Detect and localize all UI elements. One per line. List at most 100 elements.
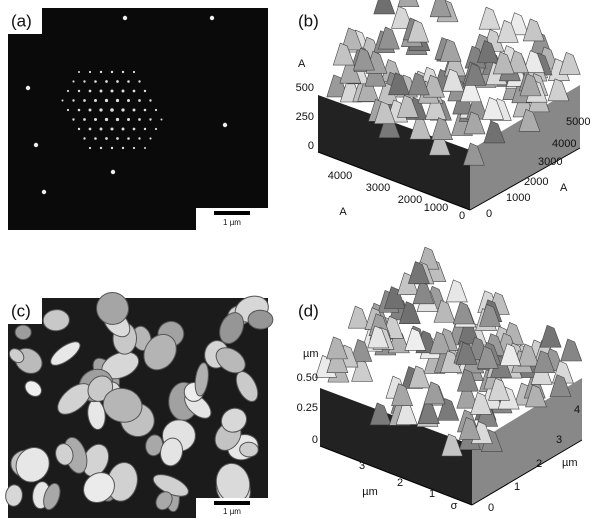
spot: [105, 118, 108, 121]
spot: [127, 118, 130, 121]
spot: [83, 99, 86, 102]
spot: [89, 128, 92, 131]
spot: [122, 90, 125, 93]
image-a: [8, 8, 268, 230]
spot: [34, 143, 38, 147]
z-unit: µm: [303, 348, 319, 360]
spot: [105, 137, 108, 140]
spot: [105, 99, 108, 102]
spot: [100, 71, 102, 73]
spot: [89, 109, 92, 112]
x-tick-label: 3: [359, 460, 365, 472]
y-unit: A: [560, 182, 568, 194]
spot: [83, 137, 85, 139]
spot: [61, 99, 63, 101]
z-tick-label: 500: [296, 82, 314, 94]
spot: [100, 128, 103, 131]
x-tick-label: 1000: [424, 202, 448, 214]
spot: [89, 71, 91, 73]
spot: [89, 90, 92, 93]
z-tick-label: 0: [308, 140, 314, 152]
spot: [89, 147, 91, 149]
grain: [239, 442, 258, 457]
spot: [138, 99, 141, 102]
x-tick-label: 1: [429, 488, 435, 500]
y-tick-label: 3000: [538, 156, 562, 168]
y-tick-label: 2000: [524, 176, 548, 188]
spot: [111, 170, 115, 174]
spot: [127, 99, 130, 102]
spot: [83, 80, 85, 82]
y-unit: µm: [562, 457, 578, 469]
spot: [149, 118, 151, 120]
scale-label: 1 µm: [223, 218, 241, 227]
y-tick-label: 0: [488, 502, 494, 514]
spot: [138, 118, 141, 121]
spot: [111, 147, 113, 149]
spot: [160, 118, 162, 120]
spot: [94, 118, 97, 121]
spot: [144, 128, 146, 130]
spot: [138, 80, 140, 82]
spot: [72, 99, 74, 101]
spot: [133, 128, 136, 131]
x-tick-label: 4000: [328, 170, 352, 182]
spot: [72, 80, 74, 82]
y-tick-label: 1000: [506, 192, 530, 204]
spot: [100, 90, 103, 93]
spot: [149, 99, 151, 101]
peak: [398, 0, 419, 7]
spot: [78, 109, 81, 112]
spot: [155, 109, 157, 111]
panel-c: (c) 1 µm: [5, 286, 273, 518]
y-tick-label: 3: [556, 434, 562, 446]
spot: [94, 80, 97, 83]
spot: [116, 80, 119, 83]
spot: [122, 71, 124, 73]
spot: [223, 123, 227, 127]
scale-bar: [214, 501, 250, 505]
panel-label: (a): [11, 11, 32, 30]
spot: [116, 137, 119, 140]
spot: [105, 80, 108, 83]
spot: [133, 147, 135, 149]
spot: [210, 16, 214, 20]
spot: [111, 71, 113, 73]
spot: [67, 90, 69, 92]
panel-label: (c): [11, 301, 31, 320]
spot: [116, 99, 119, 102]
z-tick-label: 250: [296, 111, 314, 123]
spot: [83, 118, 86, 121]
y-tick-label: 2: [536, 458, 542, 470]
spot: [116, 118, 119, 121]
spot: [100, 147, 102, 149]
x-unit: µm: [362, 486, 378, 498]
spot: [110, 89, 113, 92]
spot: [149, 137, 151, 139]
spot: [110, 127, 113, 130]
y-tick-label: 1: [514, 481, 520, 493]
spot: [78, 71, 80, 73]
spot: [122, 147, 124, 149]
panel-label: (b): [298, 11, 319, 30]
spot: [127, 137, 130, 140]
spot: [127, 80, 130, 83]
y-tick-label: 0: [486, 208, 492, 220]
scale-label: 1 µm: [223, 507, 241, 516]
spot: [42, 190, 46, 194]
spot: [99, 108, 102, 111]
spot: [133, 109, 136, 112]
spot: [121, 108, 124, 111]
x-tick-label: 0: [459, 210, 465, 222]
spot: [144, 90, 146, 92]
x-tick-label: 2: [397, 477, 403, 489]
spot: [138, 137, 140, 139]
spot: [72, 118, 74, 120]
scale-bar: [214, 211, 250, 215]
y-tick-label: 4000: [552, 138, 576, 150]
y-tick-label: 4: [574, 404, 580, 416]
spot: [78, 128, 80, 130]
z-tick-label: 0.50: [297, 372, 318, 384]
x-tick-label: σ: [451, 500, 458, 512]
z-tick-label: 0: [312, 434, 318, 446]
